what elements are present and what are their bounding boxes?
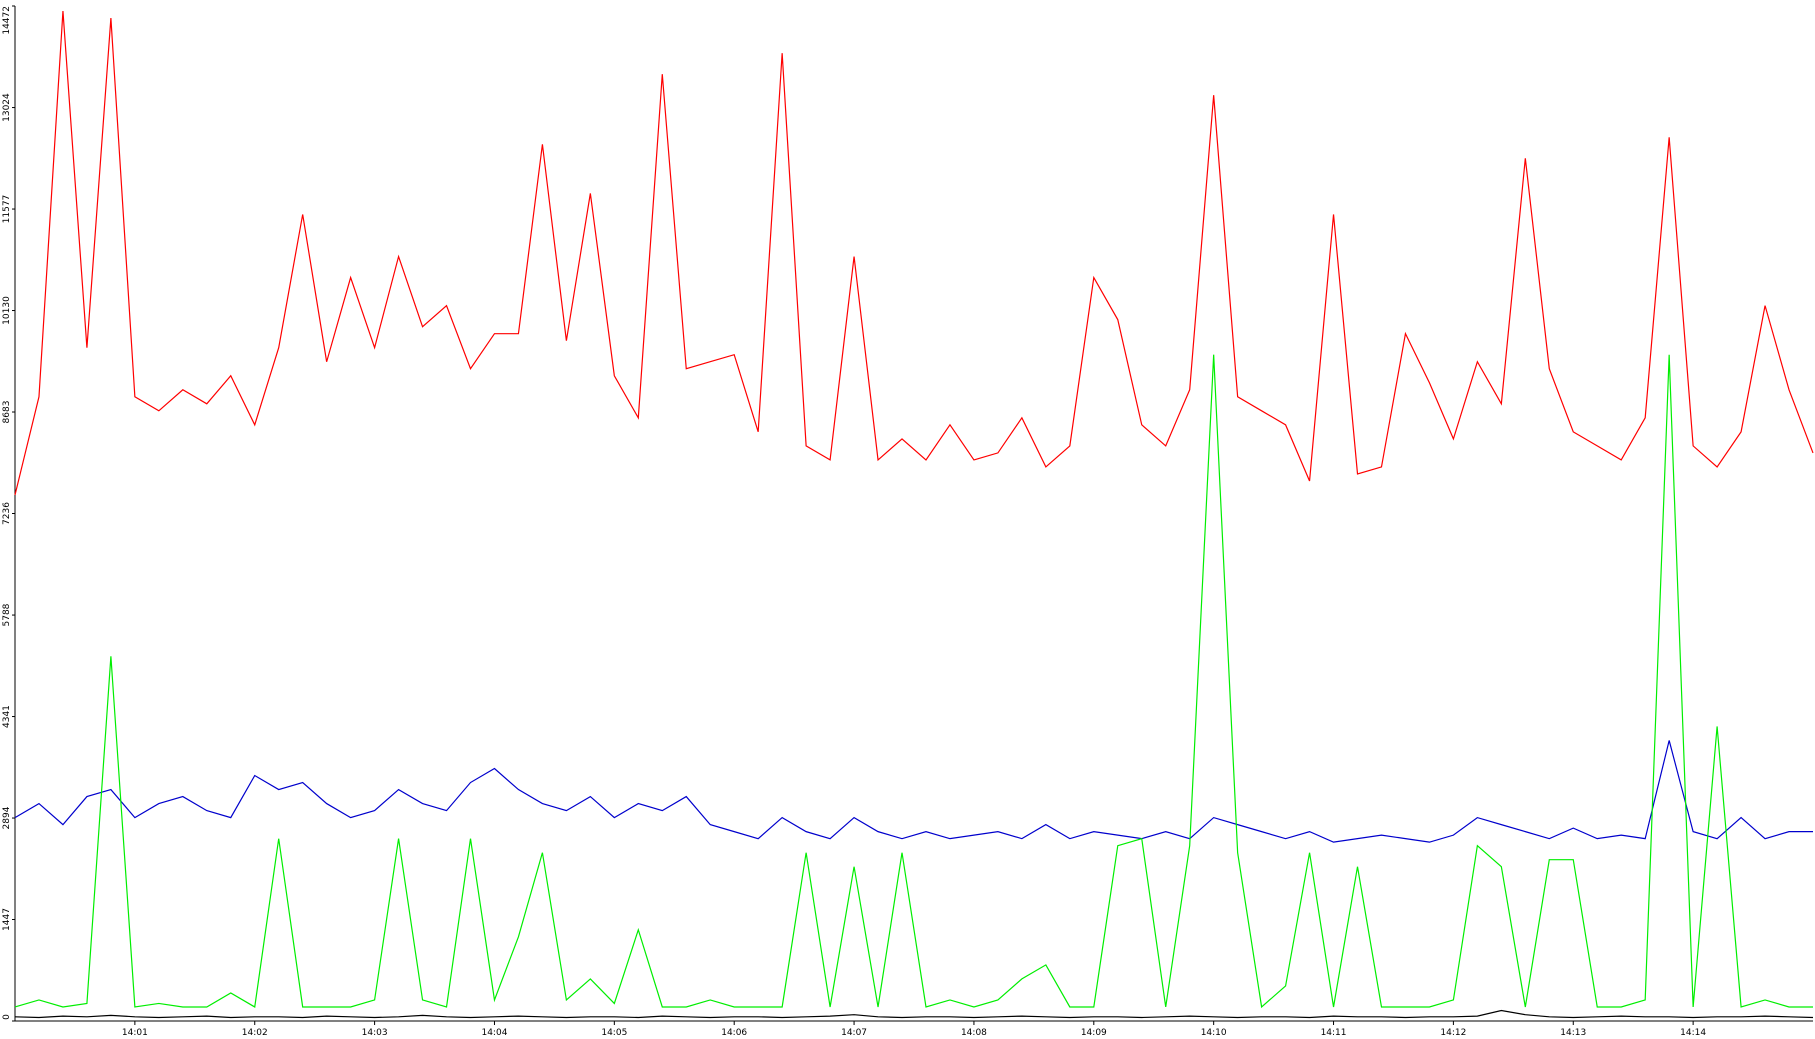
series-line [14,354,1813,1009]
y-tick-label: 0 [2,1014,12,1020]
y-tick-label: 11577 [2,195,12,224]
y-tick-label: 8683 [2,401,12,424]
y-tick-label: 13024 [2,93,12,122]
x-tick-label: 14:10 [1201,1028,1227,1038]
series-line [14,740,1813,843]
y-tick-label: 7236 [2,502,12,525]
y-tick-label: 5788 [2,603,12,626]
x-tick-label: 14:02 [242,1028,268,1038]
series-line [14,11,1814,496]
x-tick-label: 14:14 [1680,1028,1706,1038]
x-tick-label: 14:13 [1560,1028,1586,1038]
x-tick-label: 14:12 [1440,1028,1466,1038]
x-tick-label: 14:11 [1321,1028,1347,1038]
y-tick-label: 10130 [2,296,12,325]
y-tick-label: 14472 [2,6,12,35]
y-tick-label: 2894 [2,806,12,829]
x-tick-label: 14:06 [721,1028,747,1038]
x-tick-label: 14:03 [362,1028,388,1038]
y-tick-label: 4341 [2,705,12,728]
x-tick-label: 14:04 [481,1028,507,1038]
x-tick-label: 14:08 [961,1028,987,1038]
x-tick-label: 14:05 [601,1028,627,1038]
y-tick-label: 1447 [2,908,12,931]
series-line [14,1009,1814,1019]
x-tick-label: 14:09 [1081,1028,1107,1038]
x-tick-label: 14:07 [841,1028,867,1038]
x-tick-label: 14:01 [122,1028,148,1038]
